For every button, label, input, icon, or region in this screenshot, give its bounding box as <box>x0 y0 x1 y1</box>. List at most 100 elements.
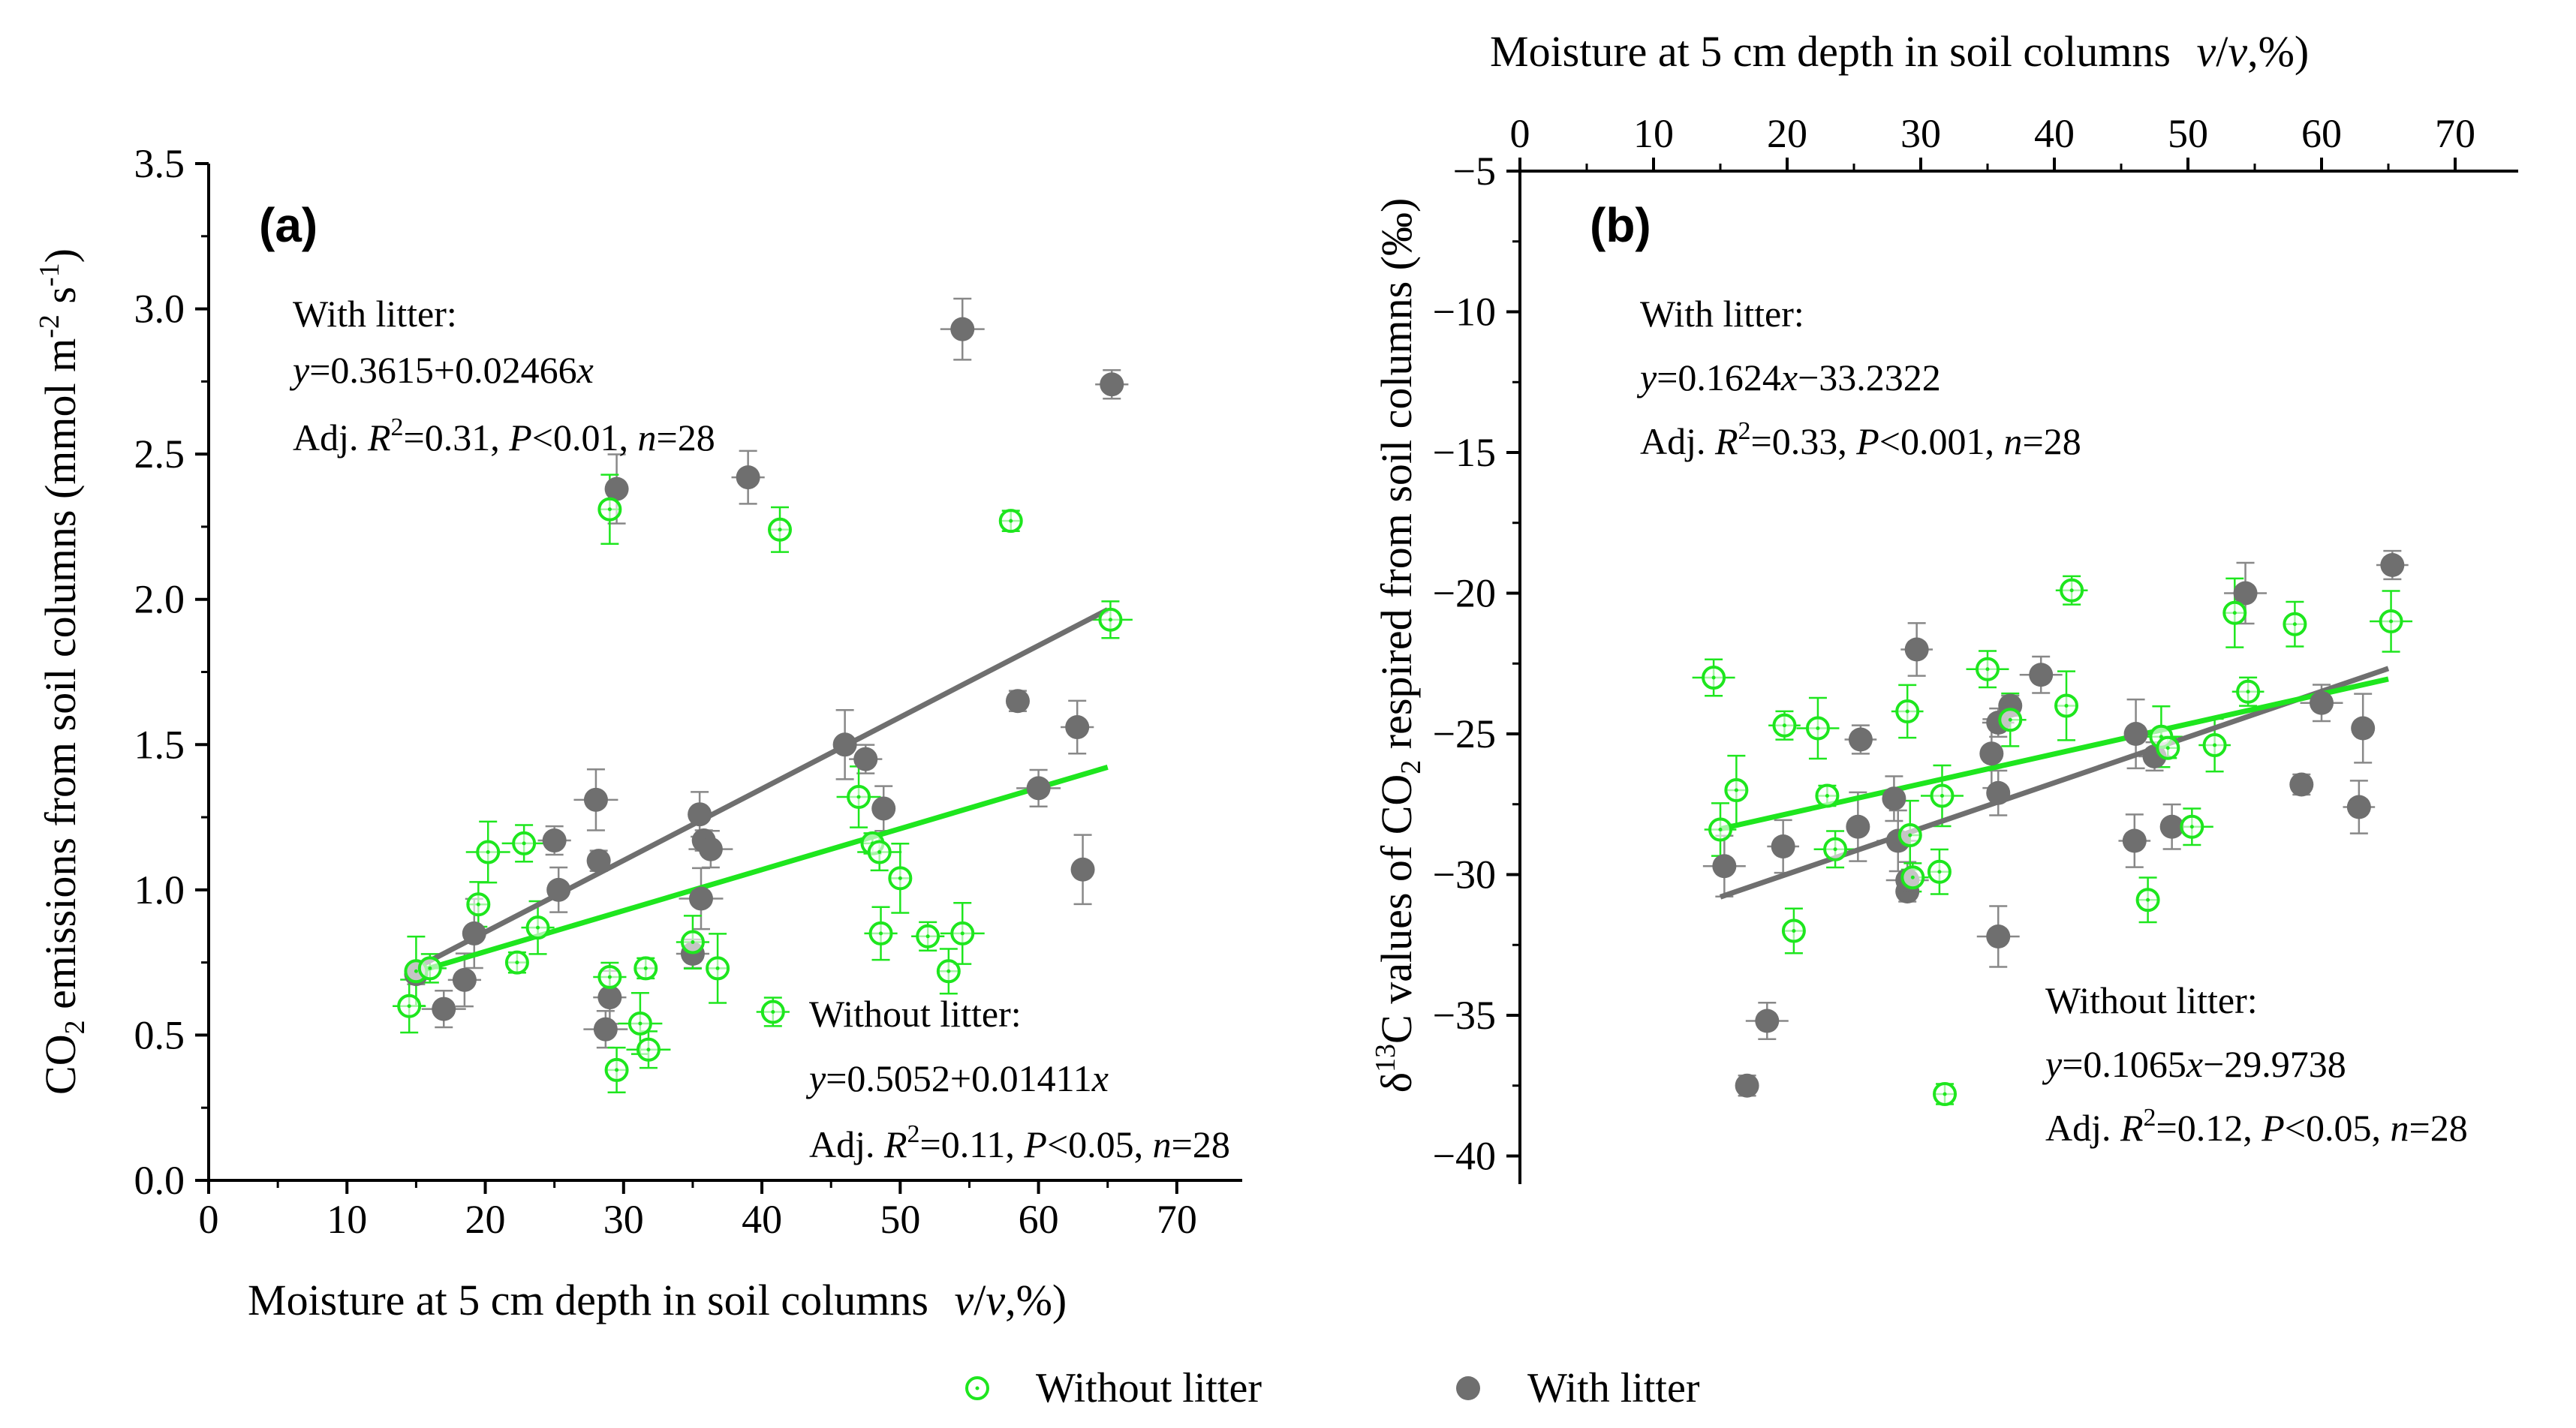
panel-b-annotation-with-litter: With litter: y=0.1624x−33.2322 Adj. R2=0… <box>1636 293 2081 462</box>
point-without-litter-dot <box>925 934 930 939</box>
panel-b-with-stats: Adj. R2=0.33, P<0.001, n=28 <box>1640 417 2081 462</box>
panel-b-trend-without <box>1720 676 2389 832</box>
point-without-litter-dot <box>1782 723 1786 728</box>
point-without-litter-dot <box>1816 726 1820 730</box>
point-without-litter-dot <box>2146 897 2150 902</box>
panel-a-with-title: With litter: <box>293 293 457 335</box>
panel-b-y-tick-label: −20 <box>1433 571 1496 616</box>
point-without-litter-dot <box>1943 1092 1947 1096</box>
point-with-litter <box>583 787 608 812</box>
point-with-litter <box>688 802 712 827</box>
panel-b-x-tick-label: 10 <box>1633 111 1674 156</box>
point-without-litter-dot <box>1985 667 1990 672</box>
point-without-litter-dot <box>2246 690 2250 694</box>
point-with-litter <box>1712 854 1737 879</box>
point-without-litter-dot <box>2213 743 2217 747</box>
point-with-litter <box>597 985 622 1010</box>
point-without-litter-dot <box>407 1004 411 1009</box>
point-with-litter <box>452 967 477 992</box>
point-with-litter <box>2029 663 2054 687</box>
panel-b-x-tick-label: 70 <box>2435 111 2475 156</box>
panel-b-y-tick-label: −15 <box>1433 430 1496 475</box>
panel-b-points <box>1702 553 2405 1106</box>
point-without-litter-dot <box>1792 929 1796 933</box>
point-with-litter <box>871 796 896 821</box>
point-without-litter-dot <box>414 969 418 973</box>
point-without-litter-dot <box>522 841 526 846</box>
panel-a-label: (a) <box>259 198 317 252</box>
panel-b-y-tick-label: −25 <box>1433 711 1496 756</box>
panel-a-x-tick-label: 10 <box>327 1197 367 1242</box>
point-without-litter-dot <box>1940 794 1944 798</box>
panel-b-y-tick-label: −35 <box>1433 993 1496 1038</box>
panel-b-y-tick-label: −10 <box>1433 290 1496 335</box>
point-with-litter <box>2351 716 2376 741</box>
point-without-litter-dot <box>877 850 882 855</box>
point-without-litter-dot <box>1910 875 1915 879</box>
panel-b-ticks: 0 10 20 30 40 50 60 70 −5 −10 −15 −20 −25 −30 −35 −40 <box>1433 111 2475 1179</box>
point-without-litter-dot <box>2232 611 2237 615</box>
point-without-litter-dot <box>1908 833 1912 837</box>
point-with-litter <box>1755 1009 1780 1033</box>
point-with-litter <box>2310 690 2334 715</box>
panel-a: 0 10 20 30 40 50 60 700.00.51.01.52.02.53.03.5 … <box>34 141 1242 1324</box>
point-without-litter-dot <box>1009 519 1013 523</box>
point-with-litter <box>2233 581 2258 606</box>
point-with-litter <box>542 828 567 853</box>
point-with-litter <box>950 317 975 341</box>
point-with-litter <box>688 886 713 911</box>
point-without-litter-dot <box>1905 709 1909 714</box>
point-with-litter <box>1986 780 2011 805</box>
point-without-litter-dot <box>771 1009 775 1014</box>
point-with-litter <box>432 997 456 1021</box>
point-with-litter <box>1848 727 1873 752</box>
panel-a-y-tick-label: 3.5 <box>134 141 185 186</box>
point-with-litter <box>1979 741 2004 766</box>
point-without-litter-dot <box>607 975 612 979</box>
panel-b-y-tick-label: −5 <box>1453 149 1496 194</box>
legend-with-label: With litter <box>1527 1365 1700 1411</box>
point-without-litter-dot <box>856 795 861 799</box>
panel-a-y-tick-label: 2.0 <box>134 577 185 622</box>
point-with-litter <box>698 837 723 861</box>
point-with-litter <box>1771 834 1795 858</box>
panel-a-x-tick-label: 30 <box>603 1197 644 1242</box>
panel-a-with-stats: Adj. R2=0.31, P<0.01, n=28 <box>293 413 715 458</box>
panel-b-y-tick-label: −30 <box>1433 852 1496 897</box>
panel-a-x-tick-label: 40 <box>742 1197 782 1242</box>
panel-a-x-tick-label: 0 <box>199 1197 219 1242</box>
point-without-litter-dot <box>536 925 540 930</box>
panel-b-x-tick-label: 50 <box>2168 111 2208 156</box>
panel-a-annotation-with-litter: With litter: y=0.3615+0.02466x Adj. R2=0… <box>289 293 715 458</box>
point-without-litter-dot <box>2069 588 2074 593</box>
panel-b-x-tick-label: 60 <box>2301 111 2342 156</box>
point-with-litter <box>1070 857 1095 882</box>
panel-b-x-title: Moisture at 5 cm depth in soil columns v… <box>1490 27 2309 76</box>
panel-a-y-tick-label: 3.0 <box>134 287 185 332</box>
panel-b-label: (b) <box>1590 198 1651 252</box>
point-with-litter <box>2346 795 2371 819</box>
point-with-litter <box>604 477 629 501</box>
point-without-litter-dot <box>638 1021 642 1026</box>
panel-b-x-tick-label: 0 <box>1510 111 1530 156</box>
panel-a-without-title: Without litter: <box>809 993 1022 1035</box>
panel-a-x-tick-label: 70 <box>1157 1197 1197 1242</box>
panel-a-y-tick-label: 0.5 <box>134 1012 185 1057</box>
panel-b-trendlines <box>1719 666 2390 900</box>
point-with-litter <box>1735 1073 1759 1098</box>
panel-a-y-title: CO2 emissions from soil columns (mmol m-… <box>34 248 91 1095</box>
panel-b-y-tick-label: −40 <box>1433 1134 1496 1179</box>
point-without-litter-dot <box>646 1048 651 1052</box>
panel-a-y-tick-label: 2.5 <box>134 431 185 477</box>
point-without-litter-dot <box>715 966 720 970</box>
panel-a-x-title: Moisture at 5 cm depth in soil columns v… <box>248 1276 1067 1324</box>
point-without-litter-dot <box>486 850 490 855</box>
point-without-litter-dot <box>1711 675 1716 680</box>
point-without-litter-dot <box>1825 794 1829 798</box>
point-without-litter-dot <box>1734 788 1738 792</box>
point-with-litter <box>1065 715 1090 740</box>
point-without-litter-dot <box>2008 717 2012 722</box>
panel-a-trendlines <box>414 607 1109 975</box>
point-without-litter-dot <box>2064 704 2069 708</box>
